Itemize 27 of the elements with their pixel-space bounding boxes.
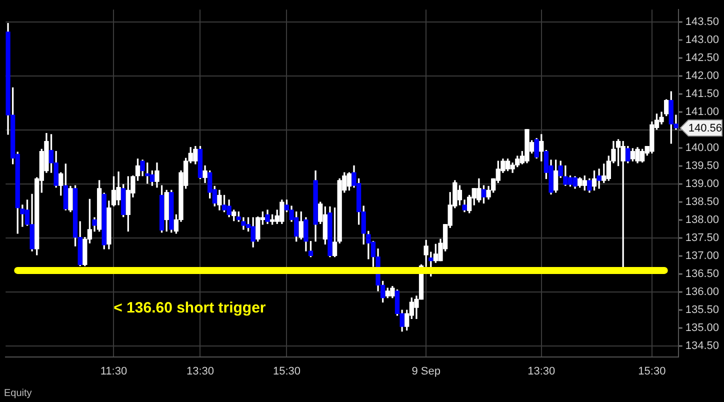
y-tick-label: 141.00	[685, 106, 720, 118]
y-tick-label: 135.00	[685, 322, 720, 334]
x-tick-label: 11:30	[100, 365, 128, 378]
x-tick-label: 15:30	[638, 365, 666, 378]
y-tick-label: 137.00	[685, 250, 720, 262]
y-tick-label: 142.50	[685, 52, 720, 64]
y-tick-label: 142.00	[685, 70, 720, 82]
y-tick-label: 143.50	[685, 16, 720, 28]
y-tick-label: 134.50	[685, 340, 720, 352]
x-tick-label: 15:30	[272, 365, 300, 378]
y-tick-label: 138.50	[685, 196, 720, 208]
x-tick-label: 9 Sep	[412, 365, 440, 378]
y-tick-label: 137.50	[685, 232, 720, 244]
ref-line-label: < 136.60 short trigger	[114, 300, 266, 317]
x-tick-label: 13:30	[186, 365, 214, 378]
y-tick-label: 140.00	[685, 142, 720, 154]
y-tick-label: 138.00	[685, 214, 720, 226]
y-tick-label: 143.00	[685, 34, 720, 46]
text: 140.56	[688, 122, 722, 135]
y-tick-label: 141.50	[685, 88, 720, 100]
y-tick-label: 139.50	[685, 160, 720, 172]
y-tick-label: 136.00	[685, 286, 720, 298]
text: Equity	[4, 388, 32, 399]
y-tick-label: 135.50	[685, 304, 720, 316]
y-tick-label: 136.50	[685, 268, 720, 280]
y-tick-label: 139.00	[685, 178, 720, 190]
x-tick-label: 13:30	[528, 365, 556, 378]
